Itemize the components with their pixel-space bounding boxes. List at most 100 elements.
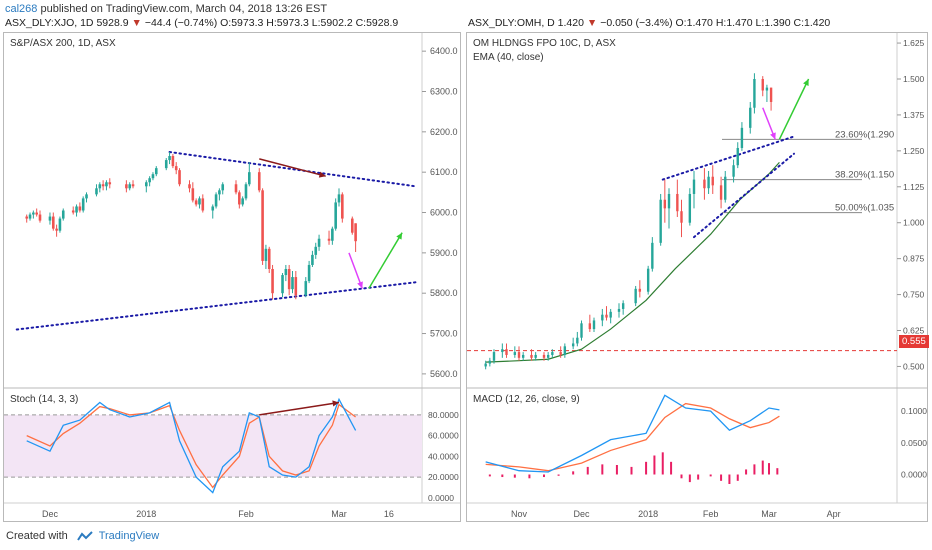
candle-body — [580, 323, 583, 338]
right-high: H:1.470 — [715, 17, 753, 29]
macd-histogram-bar — [761, 460, 764, 475]
candle-body — [646, 268, 650, 292]
y-tick-label: 1.250 — [903, 146, 925, 156]
macd-histogram-bar — [528, 474, 531, 479]
left-chart-svg[interactable]: 6400.0 6300.0 6200.0 6100.0 6000.0 5900.0 5800… — [4, 33, 460, 521]
candle-body — [38, 214, 42, 221]
stoch-tick-label: 60.0000 — [428, 431, 459, 441]
candle-body — [350, 218, 354, 233]
candle-body — [513, 352, 517, 355]
macd-histogram-bar — [543, 474, 545, 478]
candle-body — [145, 182, 148, 187]
candle-body — [621, 303, 625, 309]
candle-body — [257, 172, 261, 191]
left-change: −44.4 (−0.74%) — [144, 17, 218, 29]
x-tick-label: Feb — [238, 509, 254, 519]
candle-body — [151, 174, 155, 179]
macd-tick-label: 0.1000 — [901, 406, 927, 416]
candle-body — [601, 314, 604, 321]
candle-body — [501, 349, 504, 353]
annotation-arrow-line — [259, 158, 326, 177]
candle-body — [304, 281, 308, 296]
candle-body — [341, 194, 344, 219]
macd-histogram-bar — [753, 464, 756, 475]
macd-histogram-bar — [745, 469, 748, 475]
y-tick-label: 1.375 — [903, 110, 925, 120]
candle-body — [81, 198, 85, 211]
candle-body — [563, 346, 567, 355]
y-tick-label: 0.750 — [903, 290, 925, 300]
candle-body — [534, 354, 537, 358]
macd-histogram-bar — [513, 474, 516, 478]
candle-body — [605, 314, 608, 318]
candle-body — [291, 277, 294, 290]
candle-body — [676, 193, 679, 212]
candle-body — [680, 211, 683, 223]
y-tick-label: 1.000 — [903, 218, 925, 228]
fib-level-label: 50.00%(1.035 — [835, 203, 894, 214]
candle-body — [571, 343, 575, 347]
candle-body — [105, 182, 108, 187]
candle-body — [101, 184, 105, 187]
x-tick-label: Apr — [827, 509, 841, 519]
x-tick-label: 16 — [384, 509, 394, 519]
y-tick-label: 5600.0 — [430, 369, 458, 379]
y-tick-label: 6100.0 — [430, 167, 458, 177]
candle-body — [592, 320, 596, 330]
fib-level-label: 38.20%(1.150 — [835, 170, 894, 181]
y-tick-label: 5800.0 — [430, 288, 458, 298]
publish-info: cal268 published on TradingView.com, Mar… — [5, 3, 327, 15]
right-symbol: ASX_DLY:OMH, D — [468, 17, 555, 29]
stoch-tick-label: 0.0000 — [428, 493, 454, 503]
annotation-arrowhead — [318, 171, 326, 178]
macd-histogram-bar — [688, 474, 691, 483]
candle-body — [281, 275, 284, 294]
candle-body — [214, 194, 218, 207]
candle-body — [198, 198, 201, 205]
candle-body — [131, 184, 135, 187]
candle-body — [271, 268, 274, 294]
candle-body — [194, 200, 198, 205]
candle-body — [188, 184, 191, 189]
annotation-arrowhead — [396, 232, 403, 240]
macd-histogram-bar — [728, 474, 731, 484]
right-chart-svg[interactable]: 1.625 1.500 1.375 1.250 1.125 1.000 0.875 0.750… — [467, 33, 927, 521]
candle-body — [327, 238, 331, 241]
annotation-arrow-line — [368, 232, 403, 289]
candle-body — [168, 156, 171, 161]
left-main-title: S&P/ASX 200, 1D, ASX — [10, 38, 116, 49]
candle-body — [542, 354, 546, 358]
candle-body — [58, 218, 62, 231]
candle-body — [634, 288, 637, 304]
candle-body — [75, 206, 78, 213]
stoch-k-line — [26, 397, 357, 494]
candle-body — [334, 202, 337, 229]
x-tick-label: Mar — [761, 509, 777, 519]
author-link[interactable]: cal268 — [5, 3, 38, 15]
x-tick-label: 2018 — [638, 509, 658, 519]
candle-body — [688, 193, 692, 223]
candle-body — [164, 160, 168, 169]
candle-body — [667, 193, 671, 209]
candle-body — [659, 199, 662, 243]
x-tick-label: Dec — [42, 509, 59, 519]
candle-body — [551, 352, 554, 355]
candle-body — [284, 268, 288, 276]
left-chart-panel[interactable]: 6400.0 6300.0 6200.0 6100.0 6000.0 5900.0 5800… — [3, 32, 461, 522]
macd-tick-label: 0.0500 — [901, 438, 927, 448]
candle-body — [234, 184, 238, 193]
candle-body — [505, 349, 508, 355]
macd-histogram-bar — [776, 468, 779, 475]
trendline-dotted — [693, 152, 795, 239]
ema-label: EMA (40, close) — [473, 52, 544, 63]
y-tick-label: 1.625 — [903, 38, 925, 48]
right-chart-panel[interactable]: 1.625 1.500 1.375 1.250 1.125 1.000 0.875 0.750… — [466, 32, 929, 522]
candle-body — [51, 216, 55, 229]
macd-histogram-bar — [709, 474, 712, 477]
tradingview-brand[interactable]: TradingView — [98, 530, 160, 542]
macd-histogram-bar — [630, 466, 633, 475]
y-tick-label: 0.625 — [903, 326, 925, 336]
candle-body — [559, 352, 562, 355]
candle-body — [736, 147, 739, 166]
candle-body — [174, 166, 178, 171]
